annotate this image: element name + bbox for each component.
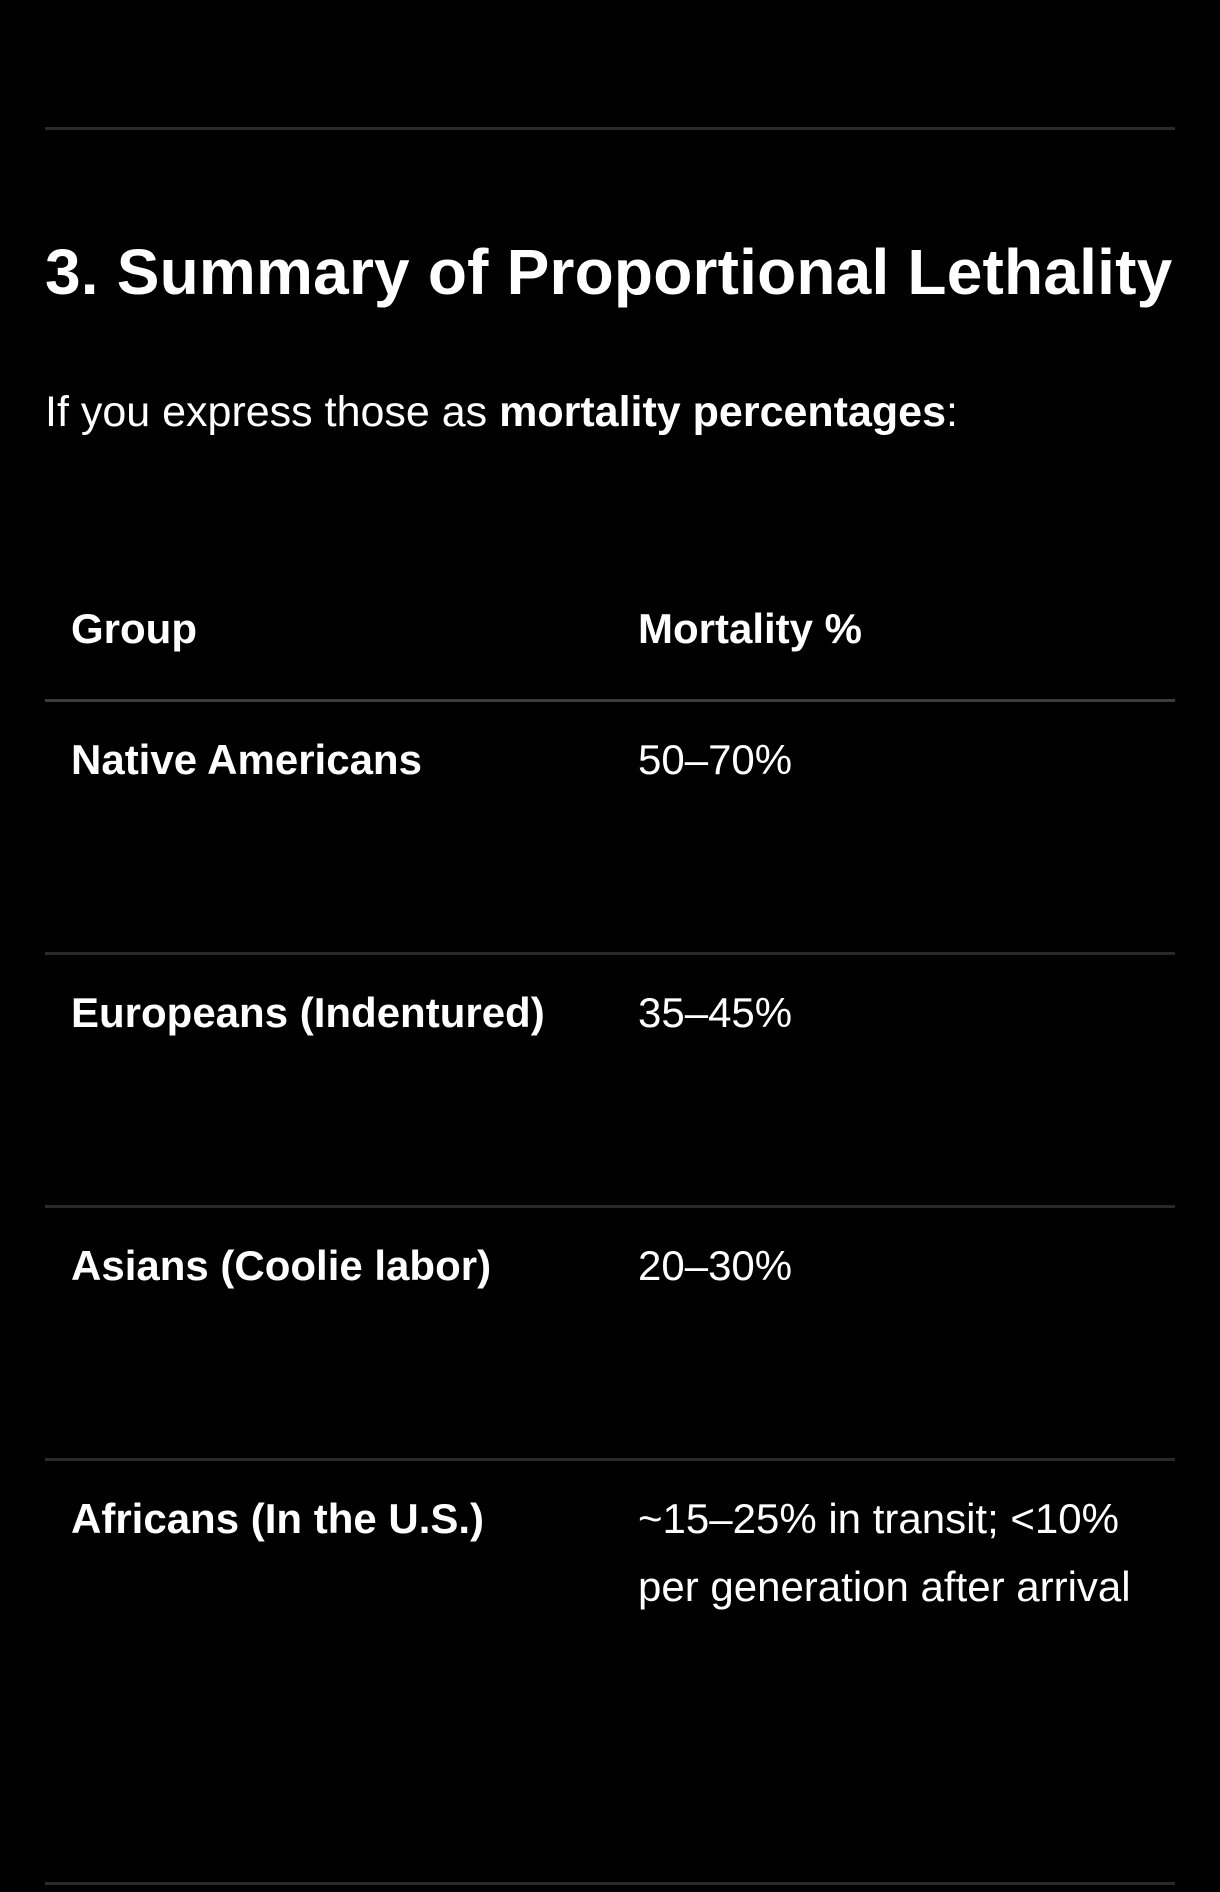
intro-paragraph: If you express those as mortality percen… [45, 384, 958, 440]
mortality-cell: ~15–25% in transit; <10% per generation … [638, 1495, 1131, 1610]
intro-text: If you express those as [45, 388, 500, 436]
table-row: Africans (In the U.S.) ~15–25% in transi… [45, 1460, 1175, 1842]
bottom-divider [45, 1882, 1175, 1885]
mortality-cell: 50–70% [612, 700, 1175, 955]
column-header-group: Group [45, 595, 612, 702]
group-cell: Native Americans [45, 700, 612, 955]
intro-emphasis: mortality percentages [499, 388, 947, 436]
intro-suffix: : [946, 388, 958, 436]
table-row: Asians (Coolie labor) 20–30% [45, 1206, 1175, 1461]
section-heading: 3. Summary of Proportional Lethality [45, 236, 1173, 308]
mortality-table: Group Mortality % Native Americans 50–70… [45, 595, 1175, 1841]
group-cell: Europeans (Indentured) [45, 953, 612, 1208]
group-cell: Asians (Coolie labor) [45, 1206, 612, 1461]
group-cell: Africans (In the U.S.) [71, 1495, 485, 1542]
top-divider [45, 127, 1175, 130]
table-header-row: Group Mortality % [45, 595, 1175, 702]
table-row: Native Americans 50–70% [45, 700, 1175, 955]
column-header-mortality: Mortality % [612, 595, 1175, 702]
mortality-cell: 35–45% [612, 953, 1175, 1208]
table-row: Europeans (Indentured) 35–45% [45, 953, 1175, 1208]
mortality-cell: 20–30% [612, 1206, 1175, 1461]
